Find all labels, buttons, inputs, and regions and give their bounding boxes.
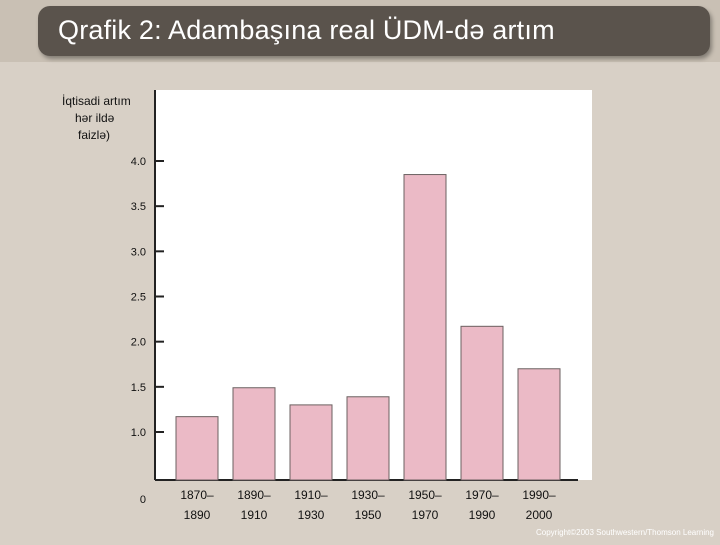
y-tick-label: 2.5 [131, 292, 146, 304]
x-tick-label: 1950 [355, 508, 382, 522]
y-tick-label: 3.0 [131, 246, 146, 258]
x-tick-label: 1890 [184, 508, 211, 522]
x-tick-label: 2000 [526, 508, 553, 522]
bar [232, 387, 276, 481]
title-box: Qrafik 2: Adambaşına real ÜDM-də artım [38, 6, 710, 56]
x-tick-label: 1870– [180, 488, 214, 502]
bar [346, 396, 390, 481]
x-tick-label: 1950– [408, 488, 442, 502]
bar [517, 368, 561, 481]
x-tick-label: 1930– [351, 488, 385, 502]
x-tick-label: 1910 [241, 508, 268, 522]
chart-area: İqtisadi artım hər ildə faizlə) 4.0 3.5 3.0 2.… [0, 62, 720, 540]
bar [403, 174, 447, 481]
x-tick-label: 1990– [522, 488, 556, 502]
bar [460, 325, 504, 481]
y-tick-label: 2.0 [131, 337, 146, 349]
x-tick-label: 1910– [294, 488, 328, 502]
slide-title: Qrafik 2: Adambaşına real ÜDM-də artım [58, 15, 555, 45]
y-axis-label-line: faizlə) [78, 128, 110, 142]
title-band: Qrafik 2: Adambaşına real ÜDM-də artım [0, 0, 720, 62]
copyright-note: Copyright©2003 Southwestern/Thomson Lear… [536, 528, 714, 537]
growth-bar-chart: İqtisadi artım hər ildə faizlə) 4.0 3.5 3.0 2.… [62, 90, 592, 522]
y-tick-label: 4.0 [131, 156, 146, 168]
y-tick-label: 1.5 [131, 382, 146, 394]
y-axis-label-line: hər ildə [75, 111, 115, 125]
x-tick-label: 1970– [465, 488, 499, 502]
x-tick-label: 1930 [298, 508, 325, 522]
y-tick-label: 1.0 [131, 427, 146, 439]
x-tick-label: 1970 [412, 508, 439, 522]
bar [289, 404, 333, 481]
y-tick-label: 0 [140, 494, 146, 506]
x-tick-label: 1890– [237, 488, 271, 502]
y-tick-label: 3.5 [131, 201, 146, 213]
bar [175, 416, 219, 481]
x-tick-label: 1990 [469, 508, 496, 522]
y-axis-label-line: İqtisadi artım [62, 94, 131, 108]
